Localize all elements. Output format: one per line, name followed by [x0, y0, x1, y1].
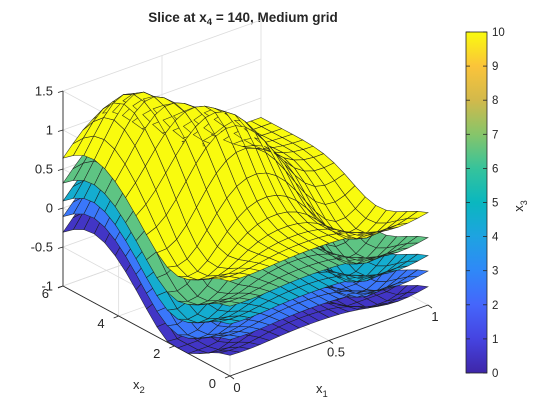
z-tick-label: 0.5 [35, 162, 53, 177]
chart-title-main: Slice at x [148, 10, 207, 25]
colorbar-tick-label: 4 [492, 232, 499, 244]
colorbar-tick-label: 6 [492, 163, 498, 175]
x-tick-label: 0.5 [327, 345, 345, 360]
x-axis-label: x1 [316, 381, 328, 400]
surface-patch [406, 253, 429, 262]
y-axis-label-subscript: 2 [140, 385, 145, 396]
y-tick-label: 6 [42, 286, 49, 301]
chart-title-rest: = 140, Medium grid [212, 10, 338, 25]
x-axis-label-subscript: 1 [323, 389, 328, 400]
colorbar-ticks: 0 1 2 3 4 5 6 7 8 9 10 [466, 27, 505, 380]
chart-title-subscript: 4 [207, 17, 213, 28]
y-tick-mark [57, 285, 64, 289]
z-tick-mark [57, 129, 64, 132]
x-axis-ticks: 00.51 [229, 304, 439, 395]
surface-patch [406, 269, 429, 278]
x-tick-mark [328, 340, 334, 344]
z-tick-mark [57, 207, 64, 210]
y-tick-label: 4 [97, 316, 104, 331]
y-axis-line [62, 285, 231, 377]
x-axis-label-main: x [316, 381, 323, 396]
z-tick-mark [57, 90, 64, 93]
colorbar-tick-label: 3 [492, 266, 498, 278]
colorbar-label-main: x [511, 205, 526, 212]
z-tick-label: -1 [41, 279, 53, 294]
z-tick-label: 1 [46, 123, 53, 138]
x-tick-mark [229, 375, 235, 380]
y-axis-label-main: x [133, 377, 140, 392]
y-tick-label: 0 [209, 376, 216, 391]
surface-plot [62, 91, 429, 356]
colorbar-tick-label: 0 [492, 368, 498, 380]
chart-title: Slice at x4 = 140, Medium grid [148, 10, 338, 28]
colorbar-tick-label: 5 [492, 198, 498, 210]
z-tick-mark [57, 168, 64, 171]
z-tick-label: -0.5 [31, 240, 53, 255]
colorbar-label-subscript: 3 [519, 200, 529, 205]
y-tick-mark [113, 315, 119, 319]
z-tick-label: 0 [46, 201, 53, 216]
y-axis-ticks: 0 2 4 6 [42, 285, 231, 391]
colorbar-tick-label: 1 [492, 334, 498, 346]
colorbar-tick-label: 10 [492, 27, 505, 39]
z-axis-ticks: -1 -0.5 0 0.5 1 1.5 [31, 84, 64, 294]
colorbar-tick-label: 8 [492, 95, 498, 107]
y-tick-label: 2 [153, 346, 160, 361]
x-tick-mark [427, 304, 433, 309]
surface-patch [406, 285, 429, 293]
y-axis-label: x2 [133, 377, 145, 396]
y-tick-mark [224, 375, 231, 379]
z-tick-label: 1.5 [35, 84, 53, 99]
z-tick-mark [57, 246, 64, 249]
colorbar-tick-label: 9 [492, 61, 498, 73]
x-tick-label: 1 [431, 309, 438, 324]
x-tick-label: 0 [233, 380, 240, 395]
colorbar-tick-label: 7 [492, 129, 498, 141]
y-tick-mark [169, 345, 175, 349]
surface-patch [406, 235, 429, 244]
surface-patch [406, 211, 429, 219]
colorbar-tick-label: 2 [492, 300, 498, 312]
surface-layer [62, 91, 429, 282]
colorbar-label: x3 [511, 200, 529, 212]
